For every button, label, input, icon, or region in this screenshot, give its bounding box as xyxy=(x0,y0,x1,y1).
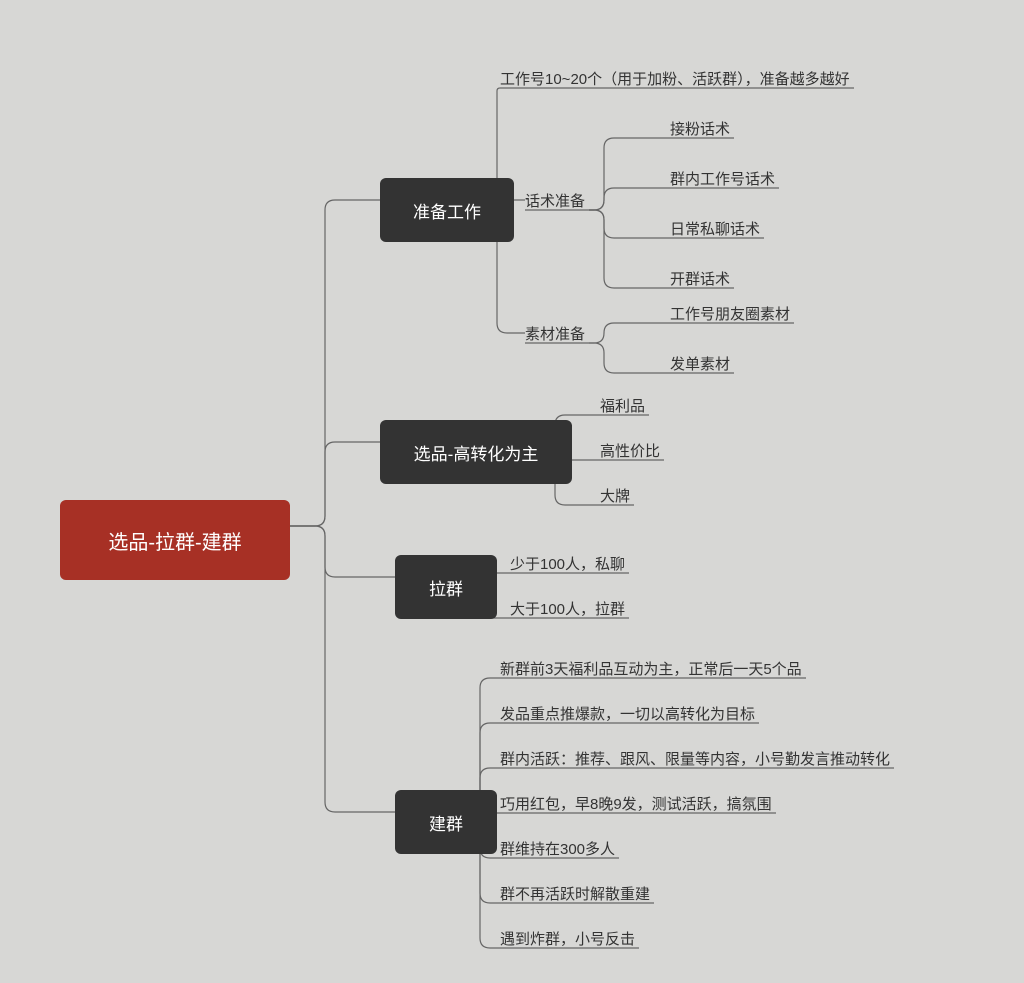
branch-pull: 拉群 xyxy=(395,555,497,619)
leaf-node: 发品重点推爆款，一切以高转化为目标 xyxy=(500,703,755,724)
leaf-node: 福利品 xyxy=(600,395,645,416)
leaf-node: 日常私聊话术 xyxy=(670,218,760,239)
leaf-node: 大于100人，拉群 xyxy=(510,598,625,619)
root-node: 选品-拉群-建群 xyxy=(60,500,290,580)
leaf-node: 发单素材 xyxy=(670,353,730,374)
leaf-node: 新群前3天福利品互动为主，正常后一天5个品 xyxy=(500,658,802,679)
leaf-node: 高性价比 xyxy=(600,440,660,461)
leaf-node: 巧用红包，早8晚9发，测试活跃，搞氛围 xyxy=(500,793,772,814)
leaf-node: 开群话术 xyxy=(670,268,730,289)
leaf-node: 工作号朋友圈素材 xyxy=(670,303,790,324)
connector-layer xyxy=(0,0,1024,983)
leaf-node: 少于100人，私聊 xyxy=(510,553,625,574)
branch-select: 选品-高转化为主 xyxy=(380,420,572,484)
mid-node: 素材准备 xyxy=(525,323,585,344)
leaf-node: 接粉话术 xyxy=(670,118,730,139)
leaf-node: 群维持在300多人 xyxy=(500,838,615,859)
leaf-node: 群内活跃：推荐、跟风、限量等内容，小号勤发言推动转化 xyxy=(500,748,890,769)
leaf-node: 工作号10~20个（用于加粉、活跃群），准备越多越好 xyxy=(500,68,850,89)
leaf-node: 群不再活跃时解散重建 xyxy=(500,883,650,904)
branch-prep: 准备工作 xyxy=(380,178,514,242)
leaf-node: 遇到炸群，小号反击 xyxy=(500,928,635,949)
mid-node: 话术准备 xyxy=(525,190,585,211)
leaf-node: 大牌 xyxy=(600,485,630,506)
branch-build: 建群 xyxy=(395,790,497,854)
leaf-node: 群内工作号话术 xyxy=(670,168,775,189)
